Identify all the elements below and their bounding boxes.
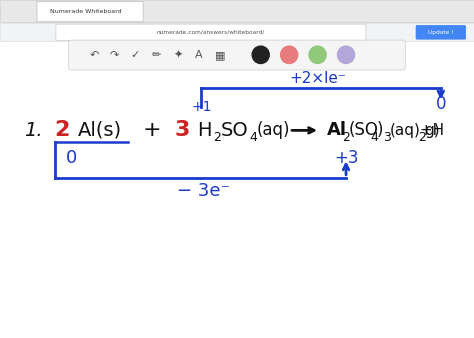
Text: 1.: 1.: [24, 121, 42, 140]
Text: 2: 2: [342, 131, 350, 144]
Circle shape: [252, 46, 269, 64]
Text: H: H: [197, 121, 211, 140]
Text: Al(s): Al(s): [78, 121, 122, 140]
Text: SO: SO: [220, 121, 248, 140]
FancyBboxPatch shape: [69, 40, 405, 70]
FancyBboxPatch shape: [0, 0, 474, 22]
Text: (SO: (SO: [348, 121, 378, 139]
Text: 2: 2: [213, 131, 221, 144]
Circle shape: [309, 46, 326, 64]
Circle shape: [337, 46, 355, 64]
FancyBboxPatch shape: [37, 1, 143, 22]
Text: (aq)+H: (aq)+H: [390, 123, 445, 138]
Text: 0: 0: [436, 95, 446, 113]
FancyBboxPatch shape: [0, 23, 474, 41]
FancyBboxPatch shape: [416, 25, 466, 40]
Text: − 3e⁻: − 3e⁻: [177, 182, 230, 200]
Text: Numerade Whiteboard: Numerade Whiteboard: [50, 9, 121, 14]
FancyBboxPatch shape: [56, 24, 366, 41]
Text: (aq): (aq): [257, 121, 291, 139]
Text: g): g): [424, 123, 440, 138]
Text: 2: 2: [54, 120, 69, 140]
Text: 4: 4: [250, 131, 258, 144]
Text: ✓: ✓: [130, 50, 140, 60]
Text: Update !: Update !: [428, 30, 454, 35]
Text: 2: 2: [419, 131, 427, 144]
Text: ✏: ✏: [152, 50, 161, 60]
Text: 3: 3: [383, 131, 391, 144]
Text: ↶: ↶: [90, 50, 100, 60]
Text: A: A: [195, 50, 203, 60]
Text: 4: 4: [371, 131, 379, 144]
Text: ↷: ↷: [109, 50, 118, 60]
Text: ✦: ✦: [173, 50, 182, 60]
Text: +: +: [142, 120, 161, 140]
Text: numerade.com/answers/whiteboard/: numerade.com/answers/whiteboard/: [157, 30, 265, 35]
Text: ): ): [377, 121, 383, 139]
Text: ▦: ▦: [215, 50, 226, 60]
Text: 3: 3: [175, 120, 190, 140]
Text: 0: 0: [65, 149, 77, 167]
Text: Al: Al: [327, 121, 347, 139]
Circle shape: [281, 46, 298, 64]
Text: +2×le⁻: +2×le⁻: [289, 71, 346, 86]
Text: +1: +1: [191, 100, 212, 114]
Text: +3: +3: [334, 149, 358, 167]
